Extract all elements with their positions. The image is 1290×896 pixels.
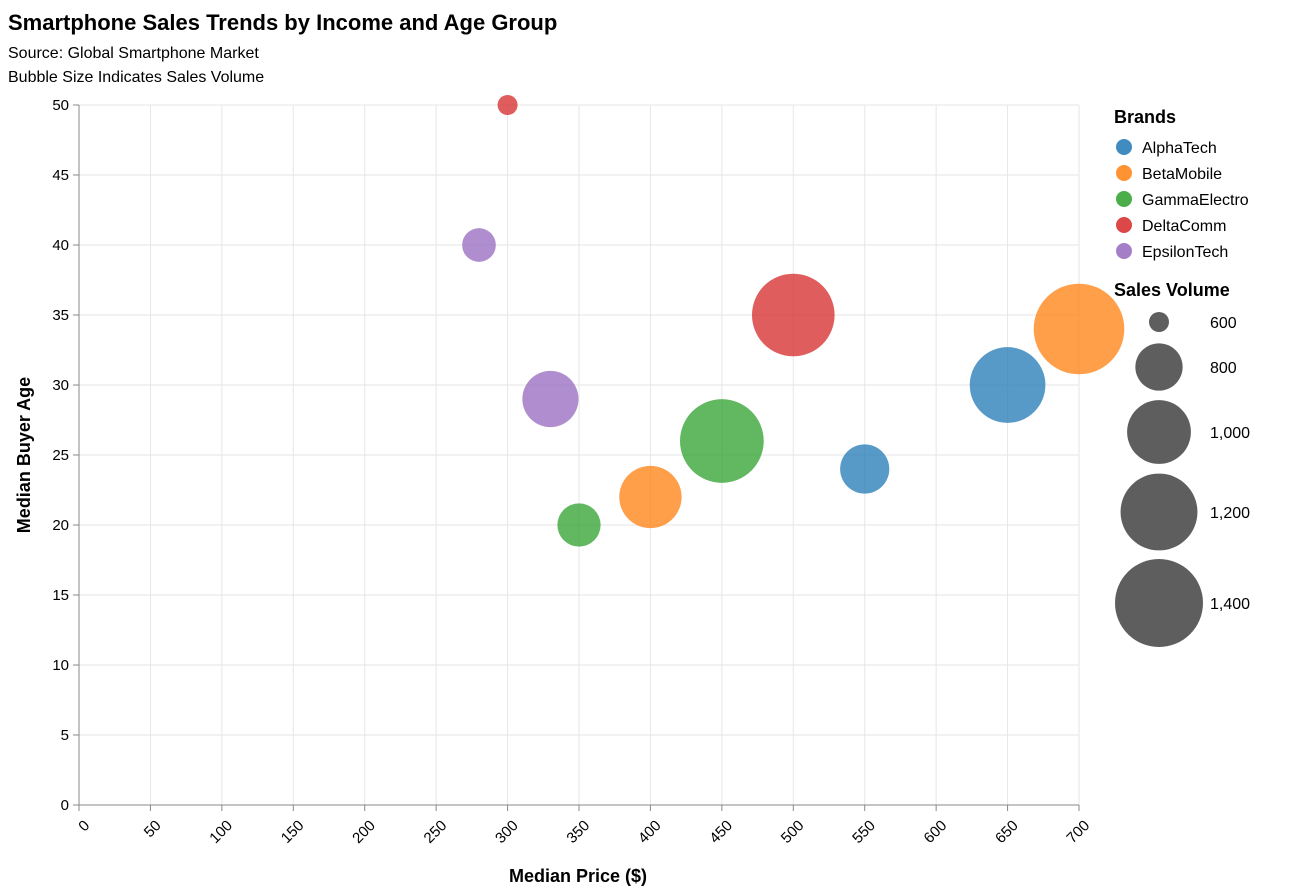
- bubble-betamobile: [1033, 283, 1125, 375]
- y-tick-label: 10: [52, 657, 69, 674]
- legend-label-deltacomm: DeltaComm: [1142, 218, 1226, 235]
- x-tick-label: 500: [778, 817, 808, 847]
- x-tick-label: 600: [921, 817, 951, 847]
- x-tick-label: 200: [349, 817, 379, 847]
- bubbles: [462, 95, 1125, 547]
- x-tick-label: 650: [992, 817, 1022, 847]
- legend-swatch-epsilontech: [1116, 243, 1132, 259]
- legend-label-betamobile: BetaMobile: [1142, 166, 1222, 183]
- grid: [78, 104, 1080, 806]
- legend-label-gammaelectro: GammaElectro: [1142, 192, 1249, 209]
- y-tick-label: 15: [52, 587, 69, 604]
- y-tick-label: 45: [52, 167, 69, 184]
- legend-size-label: 1,400: [1210, 596, 1250, 613]
- x-tick-label: 400: [635, 817, 665, 847]
- x-axis-title: Median Price ($): [509, 866, 647, 886]
- legend-size-label: 600: [1210, 315, 1237, 332]
- legend-size-items: 600 800 1,000 1,200 1,400: [1115, 312, 1250, 647]
- legend-swatch-betamobile: [1116, 165, 1132, 181]
- legend-label-alphatech: AlphaTech: [1142, 140, 1217, 157]
- legend-size-circle: [1120, 473, 1198, 551]
- legend-size-circle: [1135, 343, 1183, 391]
- bubble-alphatech: [840, 444, 890, 494]
- legend-size-label: 1,200: [1210, 505, 1250, 522]
- y-tick-label: 20: [52, 517, 69, 534]
- y-axis-title: Median Buyer Age: [14, 377, 34, 533]
- legend-swatch-gammaelectro: [1116, 191, 1132, 207]
- x-tick-label: 50: [141, 817, 165, 841]
- x-tick-label: 0: [75, 817, 93, 835]
- bubble-alphatech: [969, 347, 1046, 423]
- y-tick-label: 30: [52, 377, 69, 394]
- chart-title: Smartphone Sales Trends by Income and Ag…: [8, 10, 557, 35]
- legend-size-circle: [1115, 559, 1203, 647]
- legend: Brands AlphaTech BetaMobile GammaElectro De…: [1114, 107, 1250, 647]
- x-tick-label: 250: [421, 817, 451, 847]
- bubble-epsilontech: [462, 228, 496, 262]
- axes: 0 50 100 150 200 250 300 350 400 450 500 550 600 650 7…: [52, 97, 1093, 847]
- legend-size-title: Sales Volume: [1114, 280, 1230, 300]
- chart-subtitle-line-2: Bubble Size Indicates Sales Volume: [8, 69, 264, 86]
- legend-size-label: 800: [1210, 360, 1237, 377]
- x-tick-label: 150: [278, 817, 308, 847]
- bubble-gammaelectro: [557, 503, 601, 547]
- y-tick-label: 50: [52, 97, 69, 114]
- chart-subtitle-line-1: Source: Global Smartphone Market: [8, 45, 259, 62]
- legend-color-title: Brands: [1114, 107, 1176, 127]
- x-tick-label: 350: [563, 817, 593, 847]
- x-tick-label: 700: [1063, 817, 1093, 847]
- x-tick-label: 100: [206, 817, 236, 847]
- bubble-deltacomm: [497, 95, 518, 115]
- y-tick-label: 5: [61, 727, 69, 744]
- legend-size-label: 1,000: [1210, 425, 1250, 442]
- bubble-deltacomm: [751, 273, 835, 357]
- y-tick-label: 35: [52, 307, 69, 324]
- bubble-betamobile: [619, 465, 682, 529]
- bubble-epsilontech: [522, 370, 579, 428]
- y-tick-label: 40: [52, 237, 69, 254]
- x-tick-label: 300: [492, 817, 522, 847]
- y-tick-label: 25: [52, 447, 69, 464]
- legend-size-circle: [1127, 400, 1191, 464]
- y-tick-label: 0: [61, 797, 69, 814]
- legend-swatch-alphatech: [1116, 139, 1132, 155]
- legend-label-epsilontech: EpsilonTech: [1142, 244, 1228, 261]
- legend-color-items: AlphaTech BetaMobile GammaElectro DeltaComm…: [1116, 139, 1249, 261]
- legend-size-circle: [1149, 312, 1169, 332]
- bubble-gammaelectro: [679, 399, 764, 483]
- legend-swatch-deltacomm: [1116, 217, 1132, 233]
- x-tick-label: 450: [706, 817, 736, 847]
- x-tick-label: 550: [849, 817, 879, 847]
